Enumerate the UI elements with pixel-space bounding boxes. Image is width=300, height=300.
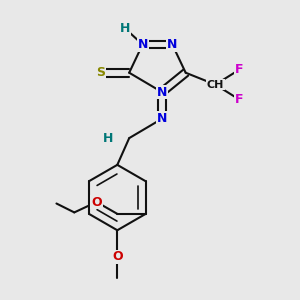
Text: F: F	[235, 93, 243, 106]
Text: O: O	[91, 196, 102, 208]
Text: H: H	[119, 22, 130, 34]
Text: CH: CH	[207, 80, 224, 90]
Text: O: O	[112, 250, 123, 263]
Text: H: H	[103, 132, 114, 145]
Text: N: N	[137, 38, 148, 51]
Text: F: F	[235, 63, 243, 76]
Text: N: N	[157, 85, 167, 98]
Text: N: N	[167, 38, 178, 51]
Text: S: S	[97, 66, 106, 79]
Text: N: N	[157, 112, 167, 125]
